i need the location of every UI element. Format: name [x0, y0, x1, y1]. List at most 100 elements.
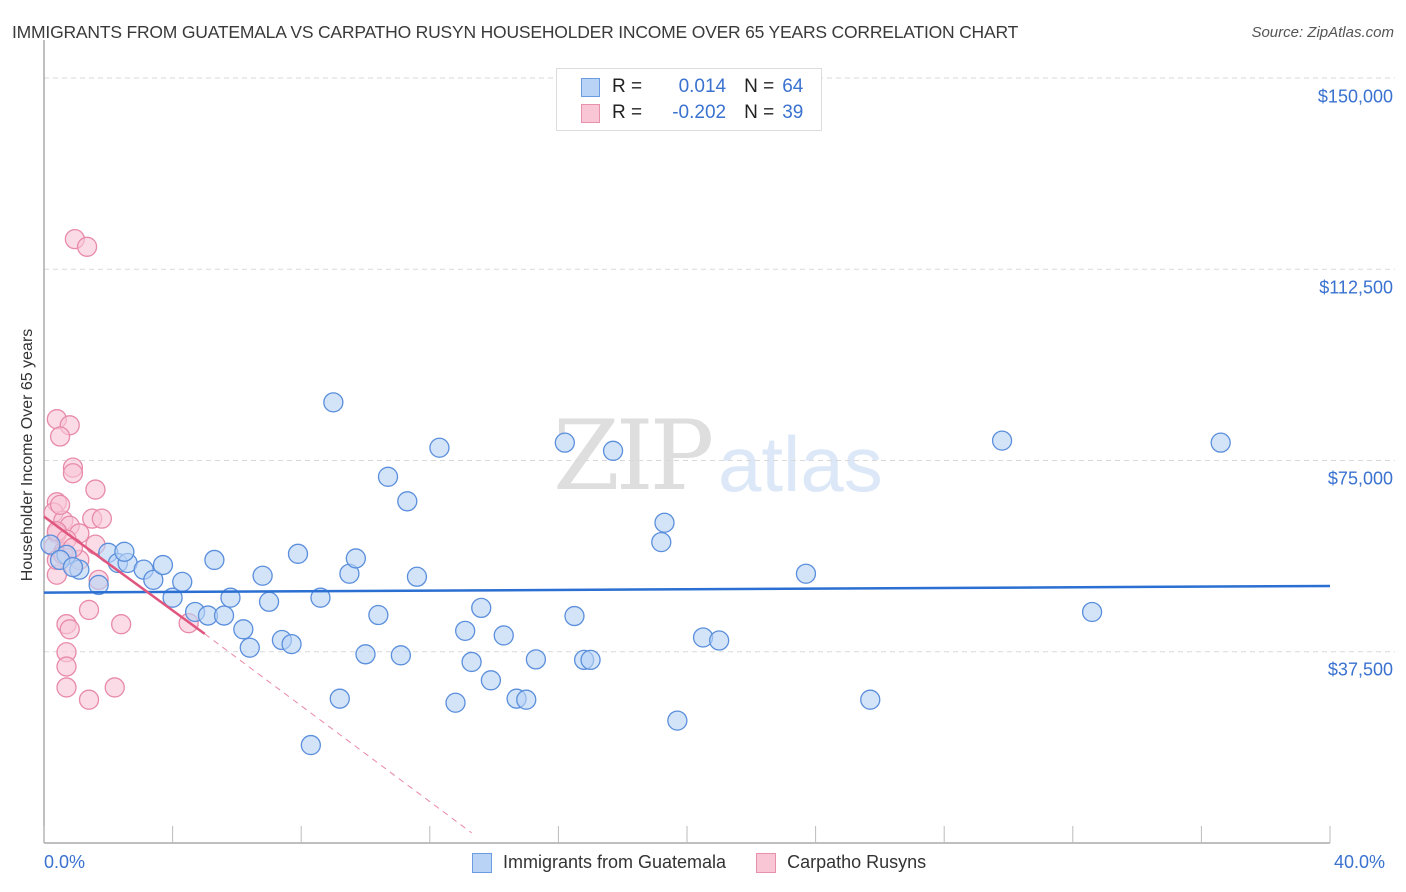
correlation-legend: R = 0.014 N = 64 R = -0.202 N = 39 — [556, 68, 822, 131]
data-point[interactable] — [429, 437, 450, 458]
data-point[interactable] — [651, 531, 672, 553]
data-point[interactable] — [76, 236, 98, 257]
legend-item-guatemala[interactable]: Immigrants from Guatemala — [472, 852, 726, 873]
trend-lines — [43, 515, 1331, 834]
data-point[interactable] — [62, 556, 84, 578]
pink-swatch-icon — [756, 852, 777, 873]
carpatho-trend-extension — [204, 633, 472, 834]
data-point[interactable] — [49, 494, 71, 516]
data-point[interactable] — [233, 619, 254, 640]
data-point[interactable] — [104, 677, 125, 698]
data-point[interactable] — [345, 548, 367, 569]
carpatho-rusyns-points — [43, 229, 199, 710]
data-point[interactable] — [554, 432, 575, 453]
gridlines — [44, 77, 1395, 653]
chart-title: IMMIGRANTS FROM GUATEMALA VS CARPATHO RU… — [12, 22, 1019, 42]
data-point[interactable] — [525, 649, 547, 670]
data-point[interactable] — [78, 689, 100, 710]
blue-swatch-icon — [581, 77, 600, 97]
x-tick-max: 40.0% — [1334, 852, 1386, 872]
data-point[interactable] — [88, 574, 109, 596]
data-point[interactable] — [56, 677, 77, 698]
y-tick-37500: $37,500 — [1327, 659, 1393, 680]
data-point[interactable] — [1081, 601, 1103, 623]
data-point[interactable] — [455, 620, 476, 641]
r-value: 0.014 — [678, 76, 727, 97]
data-point[interactable] — [220, 587, 241, 608]
n-label: N = — [744, 76, 775, 97]
n-value: 39 — [782, 102, 804, 123]
n-label: N = — [744, 102, 775, 123]
y-tick-112500: $112,500 — [1319, 277, 1393, 298]
data-point[interactable] — [390, 645, 412, 666]
carpatho-trend-line — [43, 515, 206, 635]
data-point[interactable] — [281, 633, 302, 655]
data-point[interactable] — [667, 710, 688, 731]
data-point[interactable] — [709, 630, 730, 651]
data-point[interactable] — [493, 625, 514, 646]
data-point[interactable] — [471, 597, 492, 619]
source-credit: Source: ZipAtlas.com — [1251, 24, 1394, 41]
data-point[interactable] — [287, 543, 309, 564]
legend-label: Carpatho Rusyns — [787, 852, 927, 872]
data-point[interactable] — [204, 549, 225, 571]
watermark-zip: ZIP — [553, 400, 714, 512]
legend-row-guatemala: R = 0.014 N = 64 — [581, 75, 803, 99]
legend-label: Immigrants from Guatemala — [503, 852, 727, 872]
data-point[interactable] — [461, 651, 482, 673]
data-point[interactable] — [78, 599, 100, 621]
data-point[interactable] — [40, 534, 61, 555]
data-point[interactable] — [323, 392, 344, 413]
data-point[interactable] — [480, 670, 502, 691]
data-point[interactable] — [602, 440, 624, 461]
data-point[interactable] — [252, 565, 273, 586]
data-point[interactable] — [580, 649, 601, 671]
x-tick-min: 0.0% — [44, 852, 86, 872]
legend-row-carpatho: R = -0.202 N = 39 — [581, 101, 803, 125]
data-point[interactable] — [397, 491, 418, 512]
r-label: R = — [612, 76, 643, 97]
data-point[interactable] — [564, 605, 585, 627]
axes — [43, 40, 1331, 844]
data-point[interactable] — [368, 604, 389, 626]
y-tick-150000: $150,000 — [1317, 86, 1393, 107]
data-point[interactable] — [795, 563, 817, 584]
data-point[interactable] — [1210, 432, 1231, 453]
data-point[interactable] — [111, 614, 132, 635]
watermark-atlas: atlas — [718, 420, 883, 508]
data-point[interactable] — [85, 479, 106, 500]
data-point[interactable] — [143, 569, 164, 590]
pink-swatch-icon — [581, 103, 600, 123]
data-point[interactable] — [310, 587, 331, 608]
r-label: R = — [612, 102, 643, 123]
data-point[interactable] — [239, 637, 260, 658]
data-point[interactable] — [445, 692, 466, 713]
data-point[interactable] — [172, 571, 193, 593]
data-point[interactable] — [62, 463, 84, 484]
data-point[interactable] — [377, 466, 399, 487]
data-point[interactable] — [516, 689, 537, 710]
data-point[interactable] — [406, 566, 428, 587]
data-point[interactable] — [300, 734, 321, 756]
data-point[interactable] — [49, 426, 71, 447]
data-point[interactable] — [152, 554, 174, 576]
data-point[interactable] — [213, 605, 235, 626]
data-point[interactable] — [114, 541, 135, 562]
r-value: -0.202 — [672, 102, 727, 123]
data-point[interactable] — [59, 619, 80, 640]
n-value: 64 — [782, 76, 804, 97]
y-axis-label: Householder Income Over 65 years — [19, 328, 36, 582]
guatemala-trend-line — [43, 584, 1331, 594]
data-point[interactable] — [329, 688, 350, 709]
data-point[interactable] — [654, 512, 675, 533]
data-point[interactable] — [258, 591, 280, 612]
y-tick-75000: $75,000 — [1327, 468, 1393, 489]
data-point[interactable] — [355, 644, 376, 665]
legend-item-carpatho[interactable]: Carpatho Rusyns — [756, 852, 926, 873]
data-point[interactable] — [91, 508, 113, 529]
guatemala-points — [40, 392, 1231, 756]
data-point[interactable] — [56, 656, 77, 677]
data-point[interactable] — [860, 689, 881, 710]
data-point[interactable] — [991, 430, 1013, 451]
